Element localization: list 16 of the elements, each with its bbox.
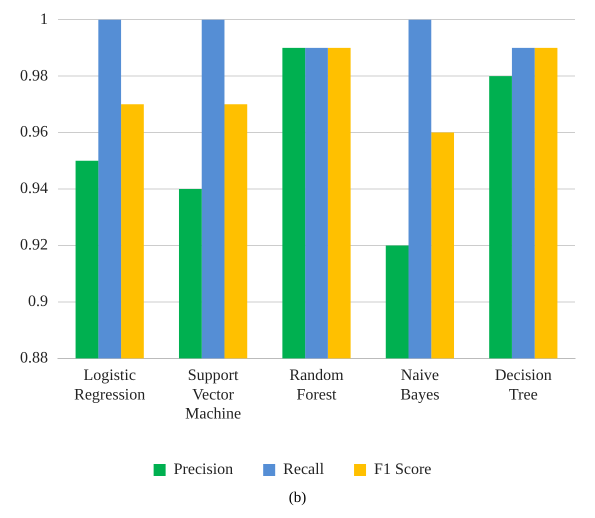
x-tick-label: Decision Tree [494,367,552,404]
x-tick-label: Logistic Regression [74,367,146,404]
y-tick-label: 0.88 [20,350,48,367]
x-tick-label: Support Vector Machine [185,367,242,423]
x-tick-label: Random Forest [289,367,344,404]
y-tick-label: 0.92 [20,236,48,254]
legend-label: Precision [174,461,234,478]
y-tick-label: 0.98 [20,67,48,84]
text: (b) [288,490,308,507]
x-tick-label: Naive Bayes [400,367,440,404]
legend-label: Recall [283,461,325,478]
y-tick-label: 0.96 [20,124,48,141]
y-tick-label: 0.9 [28,293,48,310]
legend-label: F1 Score [374,461,432,478]
y-tick-label: 1 [40,10,48,28]
y-tick-label: 0.94 [20,180,48,198]
